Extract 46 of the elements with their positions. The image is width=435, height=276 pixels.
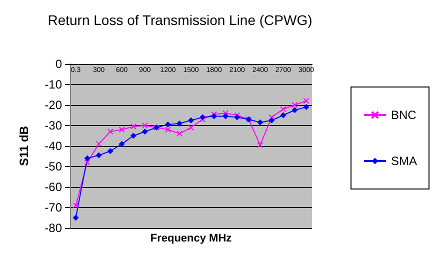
point <box>107 128 114 135</box>
point <box>130 132 136 139</box>
point <box>268 114 275 120</box>
point <box>84 155 90 162</box>
point <box>222 113 229 120</box>
point <box>84 159 90 166</box>
point <box>72 214 79 221</box>
y-tick-label: -30 <box>44 118 62 132</box>
point <box>118 140 125 147</box>
y-tick-label: 0 <box>55 57 62 71</box>
point <box>268 117 275 124</box>
point <box>96 140 102 147</box>
y-tick-label: -40 <box>44 139 62 153</box>
point <box>142 122 148 128</box>
point <box>130 124 136 130</box>
y-tick-label: -60 <box>44 180 62 194</box>
y-tick-label: -20 <box>44 98 62 112</box>
legend-label: BNC <box>390 108 417 122</box>
point <box>164 126 171 133</box>
point <box>280 106 286 112</box>
point <box>176 120 182 126</box>
point <box>292 102 298 108</box>
point <box>303 98 310 104</box>
y-tick-label: -70 <box>44 200 62 214</box>
x-axis-title: Frequency MHz <box>150 232 232 244</box>
point <box>72 202 79 208</box>
y-tick-label: -50 <box>44 160 62 174</box>
point <box>257 142 264 148</box>
point <box>292 107 298 114</box>
chart-title: Return Loss of Transmission Line (CPWG) <box>48 12 312 28</box>
point <box>257 119 264 126</box>
point <box>222 110 229 116</box>
point <box>188 117 194 124</box>
point <box>280 112 286 118</box>
point <box>164 121 171 128</box>
point <box>176 130 182 137</box>
point <box>118 126 125 133</box>
point <box>188 124 194 131</box>
y-tick-label: -80 <box>44 221 62 235</box>
point <box>142 128 148 135</box>
legend-label: SMA <box>390 154 418 168</box>
point <box>96 152 102 158</box>
y-tick-label: -10 <box>44 78 62 92</box>
y-axis-title: S11 dB <box>17 126 31 166</box>
point <box>303 104 310 110</box>
point <box>107 148 114 154</box>
